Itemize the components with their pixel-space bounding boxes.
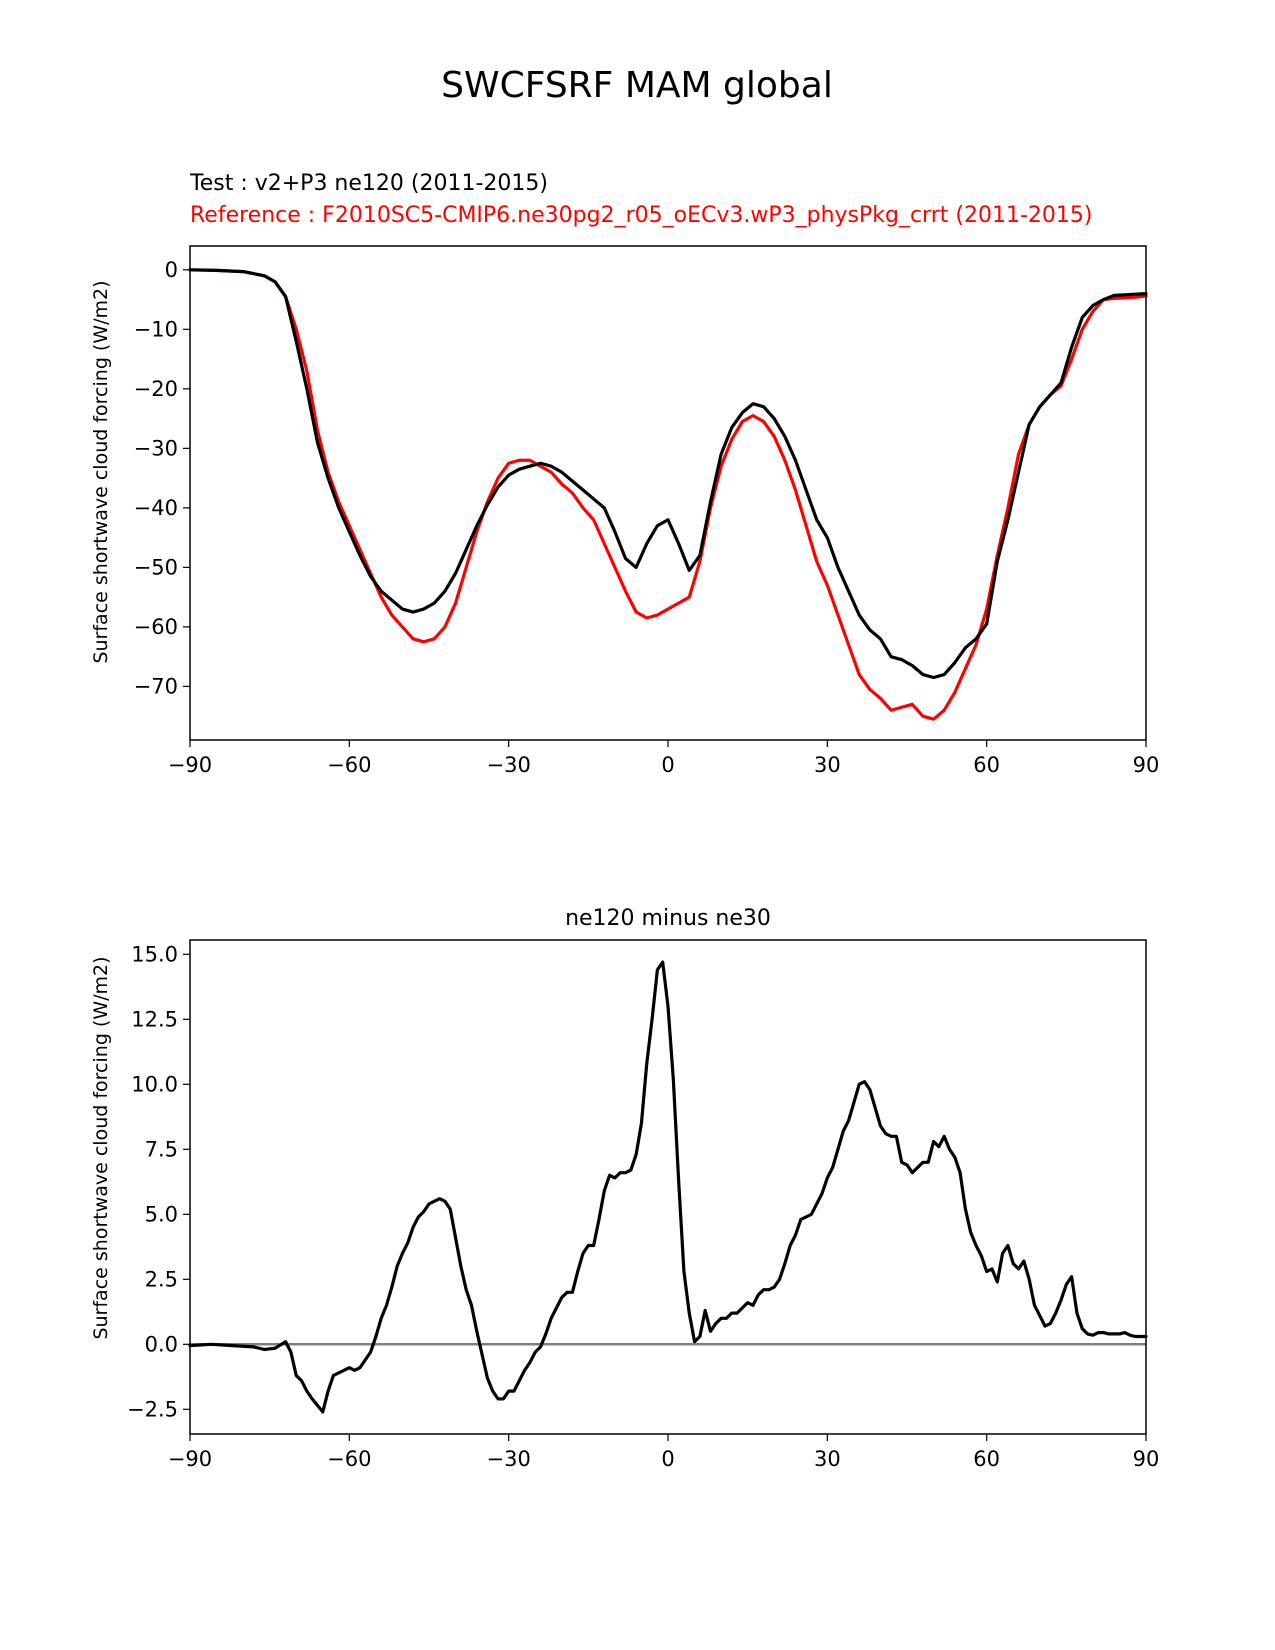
bottom-series (188, 960, 1148, 1414)
bottom-plot-frame (189, 939, 1147, 1435)
bottom-series-ne120-minus-ne30 (188, 960, 1148, 1414)
bottom-ytick-label: 0.0 (145, 1332, 178, 1356)
top-ytick-label: −60 (134, 615, 178, 639)
top-xtick-label: 60 (973, 753, 1000, 777)
top-panel: Test : v2+P3 ne120 (2011-2015) Reference… (90, 171, 1159, 777)
bottom-xtick-label: 60 (973, 1447, 1000, 1471)
bottom-ytick-label: 10.0 (131, 1072, 178, 1096)
bottom-ytick-label: 12.5 (131, 1007, 178, 1031)
top-ytick-label: −70 (134, 674, 178, 698)
figure-title: SWCFSRF MAM global (441, 65, 833, 106)
top-ytick-label: −50 (134, 555, 178, 579)
top-xtick-label: 30 (814, 753, 841, 777)
bottom-axis-ticks: −90 −60 −30 0 30 60 90 15.0 12.5 10.0 7.5 5.0 2.5 0.0… (127, 942, 1159, 1471)
bottom-xtick-label: −60 (327, 1447, 371, 1471)
top-xtick-label: 0 (661, 753, 674, 777)
top-ytick-label: −30 (134, 436, 178, 460)
reference-subtitle: Reference : F2010SC5-CMIP6.ne30pg2_r05_o… (190, 203, 1092, 228)
top-ytick-label: −20 (134, 377, 178, 401)
bottom-xtick-label: −30 (487, 1447, 531, 1471)
top-ytick-label: −10 (134, 317, 178, 341)
top-ytick-label: −40 (134, 496, 178, 520)
bottom-panel: ne120 minus ne30 Surface shortwave cloud… (90, 906, 1159, 1471)
top-xtick-label: −60 (327, 753, 371, 777)
top-xtick-label: −90 (168, 753, 212, 777)
top-xtick-label: 90 (1133, 753, 1160, 777)
bottom-ytick-label: −2.5 (127, 1397, 178, 1421)
bottom-title: ne120 minus ne30 (565, 906, 771, 931)
top-ytick-label: 0 (165, 258, 178, 282)
bottom-ytick-label: 15.0 (131, 942, 178, 966)
bottom-ytick-label: 5.0 (145, 1202, 178, 1226)
top-ylabel: Surface shortwave cloud forcing (W/m2) (90, 280, 112, 663)
bottom-xtick-label: 0 (661, 1447, 674, 1471)
bottom-xtick-label: 30 (814, 1447, 841, 1471)
top-xtick-label: −30 (487, 753, 531, 777)
test-subtitle: Test : v2+P3 ne120 (2011-2015) (189, 171, 548, 196)
bottom-ylabel: Surface shortwave cloud forcing (W/m2) (90, 956, 112, 1339)
top-plot-frame (189, 245, 1147, 741)
top-series-test (188, 268, 1148, 680)
bottom-ytick-label: 7.5 (145, 1137, 178, 1161)
top-axis-ticks: −90 −60 −30 0 30 60 90 0 −10 −20 −30 −40 −50 −60 −70 (134, 258, 1160, 777)
bottom-ytick-label: 2.5 (145, 1267, 178, 1291)
bottom-xtick-label: −90 (168, 1447, 212, 1471)
top-series (188, 268, 1148, 721)
bottom-xtick-label: 90 (1133, 1447, 1160, 1471)
